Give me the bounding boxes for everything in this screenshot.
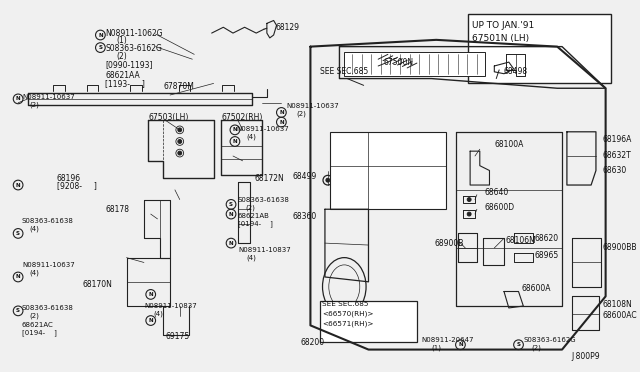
Text: 68900BB: 68900BB bbox=[603, 243, 637, 253]
Text: N08911-1062G: N08911-1062G bbox=[105, 29, 163, 38]
Text: N: N bbox=[279, 110, 284, 115]
Text: N08911-20647: N08911-20647 bbox=[422, 337, 474, 343]
Text: 67870M: 67870M bbox=[163, 82, 194, 91]
Text: N: N bbox=[232, 139, 237, 144]
Text: N08911-10837: N08911-10837 bbox=[239, 247, 292, 253]
Text: (2): (2) bbox=[531, 344, 541, 351]
Text: S: S bbox=[99, 45, 102, 50]
Bar bbox=[344, 52, 484, 76]
Text: N08911-10637: N08911-10637 bbox=[22, 94, 75, 100]
Text: 68620: 68620 bbox=[535, 234, 559, 243]
Text: N: N bbox=[16, 96, 20, 102]
Text: (2): (2) bbox=[246, 204, 255, 211]
Text: 68630: 68630 bbox=[603, 166, 627, 175]
Text: 68498: 68498 bbox=[504, 67, 528, 76]
Text: 68640: 68640 bbox=[484, 188, 509, 197]
Text: [0990-1193]: [0990-1193] bbox=[105, 61, 153, 70]
Text: 68196A: 68196A bbox=[603, 135, 632, 144]
Text: 68632T: 68632T bbox=[603, 151, 632, 160]
Text: 68600AC: 68600AC bbox=[603, 311, 637, 320]
Text: N08911-10637: N08911-10637 bbox=[22, 262, 75, 268]
Text: N: N bbox=[228, 241, 234, 246]
Text: 67503(LH): 67503(LH) bbox=[148, 113, 189, 122]
Text: <66571(RH)>: <66571(RH)> bbox=[322, 320, 374, 327]
Text: N: N bbox=[16, 183, 20, 187]
Text: S: S bbox=[229, 202, 233, 207]
Text: 68621AB: 68621AB bbox=[238, 213, 269, 219]
Text: 68600A: 68600A bbox=[522, 284, 551, 293]
Text: SEE SEC.685: SEE SEC.685 bbox=[320, 67, 369, 76]
Text: (2): (2) bbox=[117, 52, 127, 61]
Text: N: N bbox=[279, 120, 284, 125]
Text: N08911-10837: N08911-10837 bbox=[144, 303, 196, 309]
Text: N: N bbox=[228, 212, 234, 217]
Text: 68499: 68499 bbox=[293, 172, 317, 181]
Circle shape bbox=[178, 151, 182, 155]
Circle shape bbox=[326, 178, 330, 182]
Text: 67502(RH): 67502(RH) bbox=[221, 113, 263, 122]
Text: 68106M: 68106M bbox=[506, 236, 537, 245]
Text: 68108N: 68108N bbox=[603, 299, 632, 309]
Text: N: N bbox=[232, 127, 237, 132]
Text: 68360: 68360 bbox=[293, 212, 317, 221]
Text: 68172N: 68172N bbox=[254, 174, 284, 183]
Text: S08363-61638: S08363-61638 bbox=[22, 305, 74, 311]
Text: N: N bbox=[98, 32, 102, 38]
Bar bbox=[330, 132, 446, 209]
Text: N: N bbox=[16, 275, 20, 279]
Text: 68621AA: 68621AA bbox=[105, 71, 140, 80]
Text: N08911-10637: N08911-10637 bbox=[286, 103, 339, 109]
Text: 68196: 68196 bbox=[57, 174, 81, 183]
Text: (4): (4) bbox=[154, 311, 163, 317]
Text: 68900B: 68900B bbox=[435, 238, 464, 248]
Circle shape bbox=[467, 198, 471, 202]
Text: 68178: 68178 bbox=[105, 205, 129, 214]
Text: 68100A: 68100A bbox=[494, 140, 524, 149]
Text: 68965: 68965 bbox=[535, 251, 559, 260]
Text: 68170N: 68170N bbox=[83, 280, 113, 289]
Text: SEE SEC.685: SEE SEC.685 bbox=[322, 301, 369, 307]
Circle shape bbox=[467, 212, 471, 216]
Text: UP TO JAN.'91: UP TO JAN.'91 bbox=[472, 21, 534, 30]
Text: (4): (4) bbox=[246, 134, 257, 140]
Text: (2): (2) bbox=[296, 110, 306, 117]
Text: (1): (1) bbox=[117, 36, 127, 45]
Text: (4): (4) bbox=[29, 225, 40, 232]
Text: <66570(RH)>: <66570(RH)> bbox=[322, 311, 374, 317]
Text: (2): (2) bbox=[29, 102, 40, 108]
Text: S08363-6162G: S08363-6162G bbox=[105, 44, 162, 53]
Text: 68129: 68129 bbox=[276, 23, 300, 32]
Text: 68600D: 68600D bbox=[484, 203, 515, 212]
Text: [0194-    ]: [0194- ] bbox=[238, 220, 273, 227]
Text: N: N bbox=[148, 292, 153, 297]
Text: 68200: 68200 bbox=[301, 338, 325, 347]
Text: N: N bbox=[458, 342, 463, 347]
Bar bbox=[320, 301, 417, 342]
Text: [0194-    ]: [0194- ] bbox=[22, 330, 57, 337]
Text: [9208-     ]: [9208- ] bbox=[57, 182, 97, 190]
Text: 67501N (LH): 67501N (LH) bbox=[472, 34, 529, 44]
Text: J 800P9: J 800P9 bbox=[572, 352, 600, 361]
Text: N: N bbox=[148, 318, 153, 323]
Text: S08363-61638: S08363-61638 bbox=[22, 218, 74, 224]
Text: 69175: 69175 bbox=[165, 333, 189, 341]
Text: S08363-6162G: S08363-6162G bbox=[524, 337, 576, 343]
Text: S: S bbox=[16, 231, 20, 236]
Text: S: S bbox=[16, 308, 20, 313]
Bar bbox=[468, 14, 611, 83]
Text: 68621AC: 68621AC bbox=[22, 323, 54, 328]
Circle shape bbox=[178, 140, 182, 144]
Text: S08363-61638: S08363-61638 bbox=[238, 196, 290, 202]
Text: S: S bbox=[516, 342, 520, 347]
Text: N08911-10637: N08911-10637 bbox=[237, 126, 290, 132]
Text: (2): (2) bbox=[29, 312, 40, 319]
Text: 67500N: 67500N bbox=[383, 58, 413, 67]
Text: (4): (4) bbox=[246, 254, 257, 261]
Text: (4): (4) bbox=[29, 270, 40, 276]
Circle shape bbox=[178, 128, 182, 132]
Text: [1193-     ]: [1193- ] bbox=[105, 79, 145, 88]
Text: (1): (1) bbox=[431, 344, 442, 351]
